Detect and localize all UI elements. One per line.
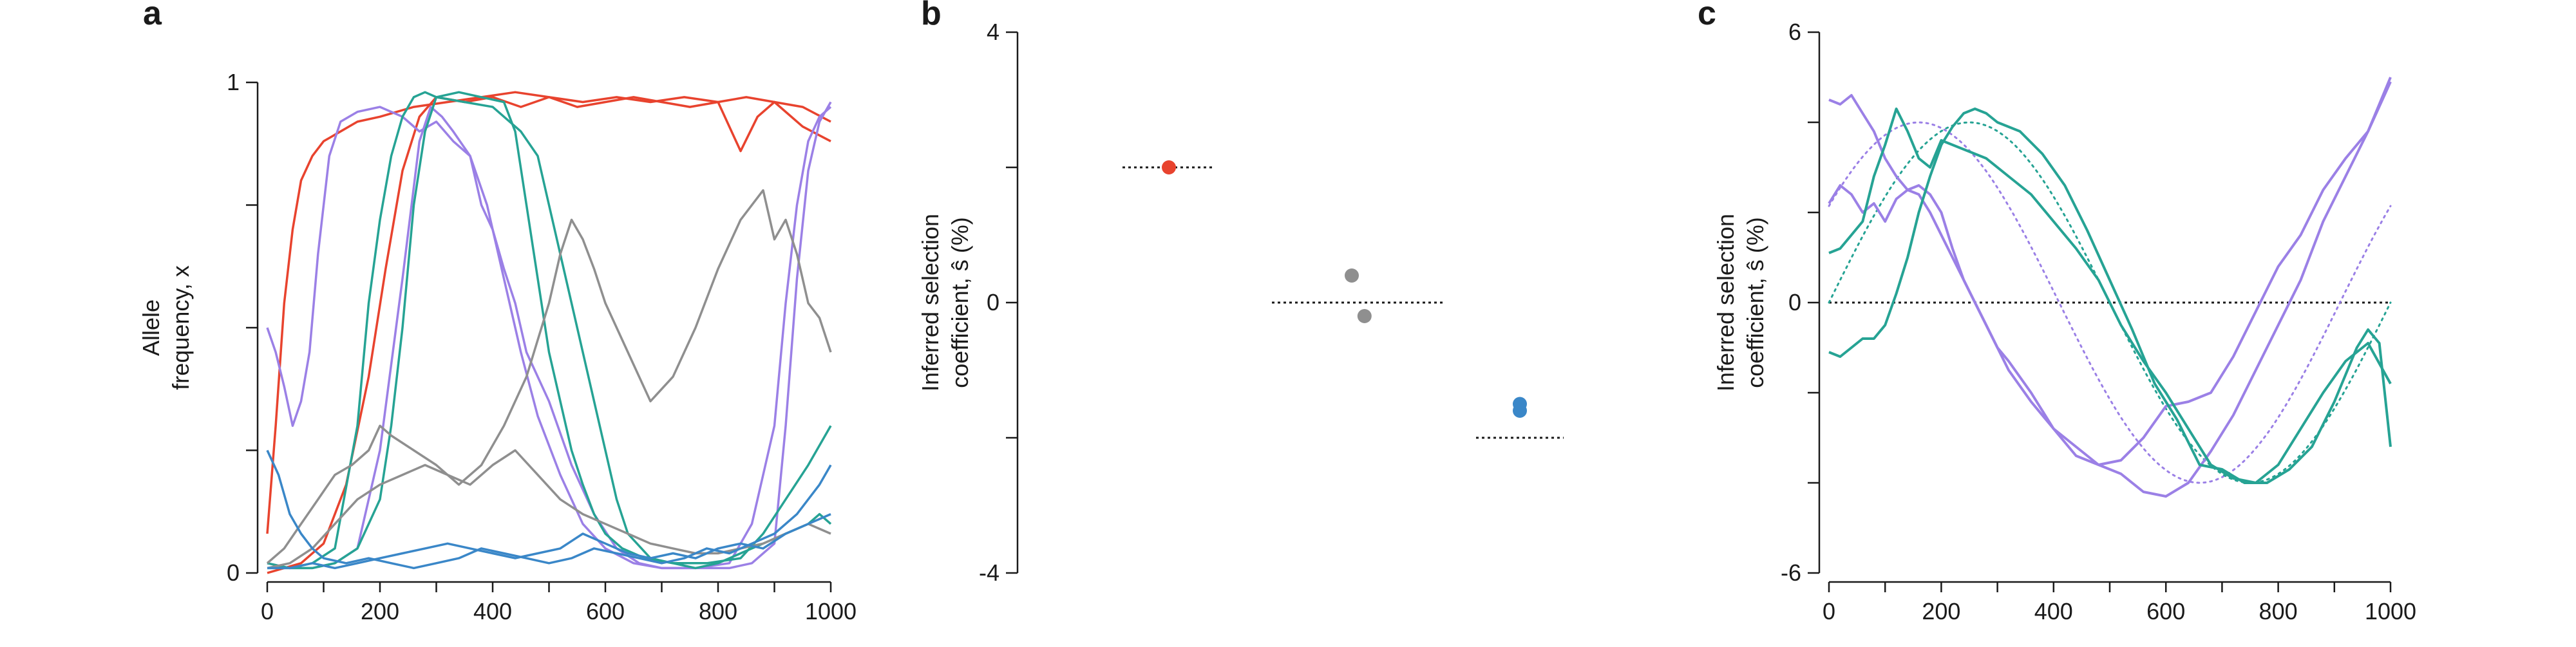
panel-a-x-tick-label: 400: [473, 598, 512, 624]
panel-c-x-tick-label: 200: [1922, 598, 1960, 624]
panel-c-true-curve-2: [1828, 121, 2392, 484]
panel-c-true-curve-1: [1828, 121, 2392, 484]
panel-b-y-tick-label: -4: [979, 559, 999, 586]
panel-c-y-label: Inferred selection coefficient, ŝ (%): [1712, 214, 1768, 391]
panel-c-x-tick-label: 1000: [2365, 598, 2416, 624]
panel-b-y-tick-label: 0: [987, 289, 999, 315]
panel-a-x-tick-label: 800: [699, 598, 737, 624]
panel-c-x-tick-label: 800: [2259, 598, 2298, 624]
panel-a-series-5: [267, 91, 832, 570]
panel-a-x-tick-label: 1000: [805, 598, 857, 624]
panel-b-y-label-line: Inferred selection: [917, 214, 943, 391]
panel-a-y-label-line: Allele: [138, 299, 164, 356]
panel-c-y-label-line: coefficient, ŝ (%): [1742, 217, 1768, 388]
panel-a-series-7: [266, 189, 832, 565]
panel-c-series-4: [1828, 108, 2392, 484]
panel-b: -4 0 4 Inferred selection coefficient, ŝ (%): [917, 19, 1564, 586]
panel-a-series-1: [266, 91, 831, 534]
panel-c-y-label-line: Inferred selection: [1712, 214, 1739, 391]
panel-a-y-tick-label: 0: [227, 559, 240, 586]
panel-c-y-tick-label: -6: [1781, 559, 1801, 586]
panel-b-y-label-line: coefficient, ŝ (%): [947, 217, 973, 388]
panel-c-x-tick-label: 400: [2034, 598, 2073, 624]
panel-a-x-tick-label: 0: [261, 598, 274, 624]
panel-c-series-2: [1828, 81, 2392, 466]
panel-c-letter: c: [1698, 0, 1716, 32]
panel-b-point-3-2: [1513, 404, 1527, 418]
panel-a-x-tick-label: 600: [586, 598, 625, 624]
panel-a-series-10: [267, 512, 831, 570]
panel-a-series-4: [267, 106, 832, 570]
panel-a-letter: a: [143, 0, 162, 32]
panel-a-y-tick-label: 1: [227, 69, 240, 95]
panel-b-y-tick-label: 4: [987, 19, 999, 45]
panel-c-y-tick-label: 0: [1788, 289, 1801, 315]
panel-c-x-tick-label: 0: [1823, 598, 1835, 624]
panel-c-series-1: [1828, 77, 2392, 498]
panel-b-point-1-1: [1162, 160, 1176, 174]
panel-c-y-tick-label: 6: [1788, 19, 1801, 45]
panel-a-y-label-line: frequency, x: [167, 265, 194, 389]
panel-b-point-2-1: [1345, 268, 1359, 283]
panel-b-y-label: Inferred selection coefficient, ŝ (%): [917, 214, 973, 391]
panel-a-x-tick-label: 200: [361, 598, 399, 624]
panel-c: -6 0 6 0 200 400 600 800 1000 Inferred selection c…: [1712, 19, 2416, 624]
panel-c-x-tick-label: 600: [2146, 598, 2185, 624]
panel-b-letter: b: [921, 0, 942, 32]
panel-a-y-label: Allele frequency, x: [138, 265, 194, 389]
panel-a-series-9: [266, 449, 832, 570]
panel-c-series-3: [1828, 108, 2392, 484]
panel-a-series-6: [267, 91, 832, 570]
panel-a-series-3: [266, 101, 832, 570]
panel-b-point-2-2: [1357, 309, 1372, 323]
panel-a-series-2: [267, 96, 831, 574]
panel-a: 0 1 0 200 400 600 800 1000 Allele frequency, x: [138, 69, 857, 624]
